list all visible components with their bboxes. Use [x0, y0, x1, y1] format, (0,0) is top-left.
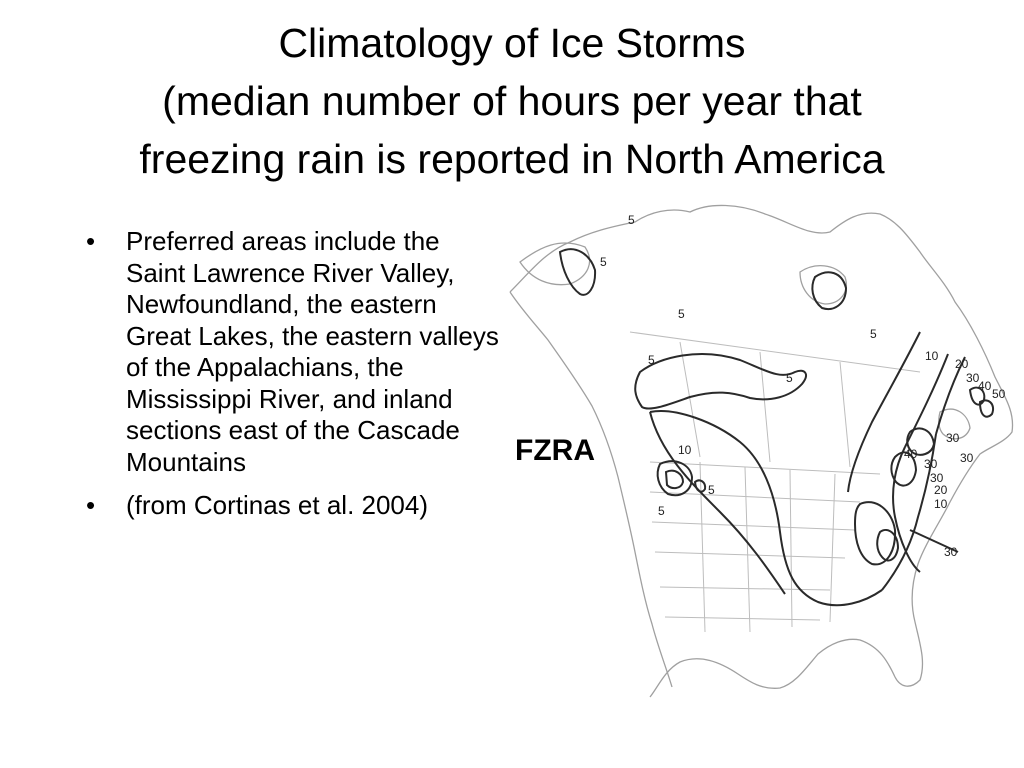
bullet-dot-icon: • — [86, 490, 96, 520]
map-canvas: FZRA 5 5 5 — [509, 204, 1014, 698]
bullet-list: • Preferred areas include the Saint Lawr… — [82, 226, 502, 534]
contour-label: 30 — [966, 371, 980, 385]
title-line-2: (median number of hours per year that — [162, 78, 862, 124]
contour-label: 10 — [934, 497, 948, 511]
contour-label: 5 — [600, 255, 607, 269]
contour-label-group: 5 5 5 5 5 10 5 5 5 10 20 30 40 50 30 30 … — [600, 213, 1006, 559]
coastline — [509, 204, 1014, 698]
contour-label: 5 — [870, 327, 877, 341]
title-line-3: freezing rain is reported in North Ameri… — [139, 136, 885, 182]
bullet-item: • Preferred areas include the Saint Lawr… — [82, 226, 502, 478]
contour-label: 20 — [955, 357, 969, 371]
contour-label: 50 — [992, 387, 1006, 401]
contour-label: 20 — [934, 483, 948, 497]
bullet-text: (from Cortinas et al. 2004) — [126, 490, 429, 520]
title-line-1: Climatology of Ice Storms — [278, 20, 746, 66]
contour-label: 5 — [786, 371, 793, 385]
contour-label: 40 — [978, 379, 992, 393]
contour-label: 30 — [924, 457, 938, 471]
contour-label: 5 — [648, 353, 655, 367]
slide-title: Climatology of Ice Storms (median number… — [0, 14, 1024, 188]
contour-label: 5 — [658, 504, 665, 518]
bullet-text: Preferred areas include the Saint Lawren… — [126, 226, 499, 477]
contour-label: 5 — [678, 307, 685, 321]
contour-label: 30 — [930, 471, 944, 485]
contour-label: 40 — [904, 447, 918, 461]
bullet-item: • (from Cortinas et al. 2004) — [82, 490, 502, 522]
contour-lines — [558, 248, 994, 607]
contour-label: 10 — [925, 349, 939, 363]
bullet-dot-icon: • — [86, 226, 96, 256]
freezing-rain-map: FZRA 5 5 5 — [500, 192, 1020, 712]
contour-label: 5 — [628, 213, 635, 227]
contour-label: 30 — [946, 431, 960, 445]
contour-label: 30 — [960, 451, 974, 465]
contour-label: 30 — [944, 545, 958, 559]
contour-label: 5 — [708, 483, 715, 497]
political-borders — [629, 331, 921, 633]
map-panel-label: FZRA — [515, 434, 595, 467]
contour-label: 10 — [678, 443, 692, 457]
